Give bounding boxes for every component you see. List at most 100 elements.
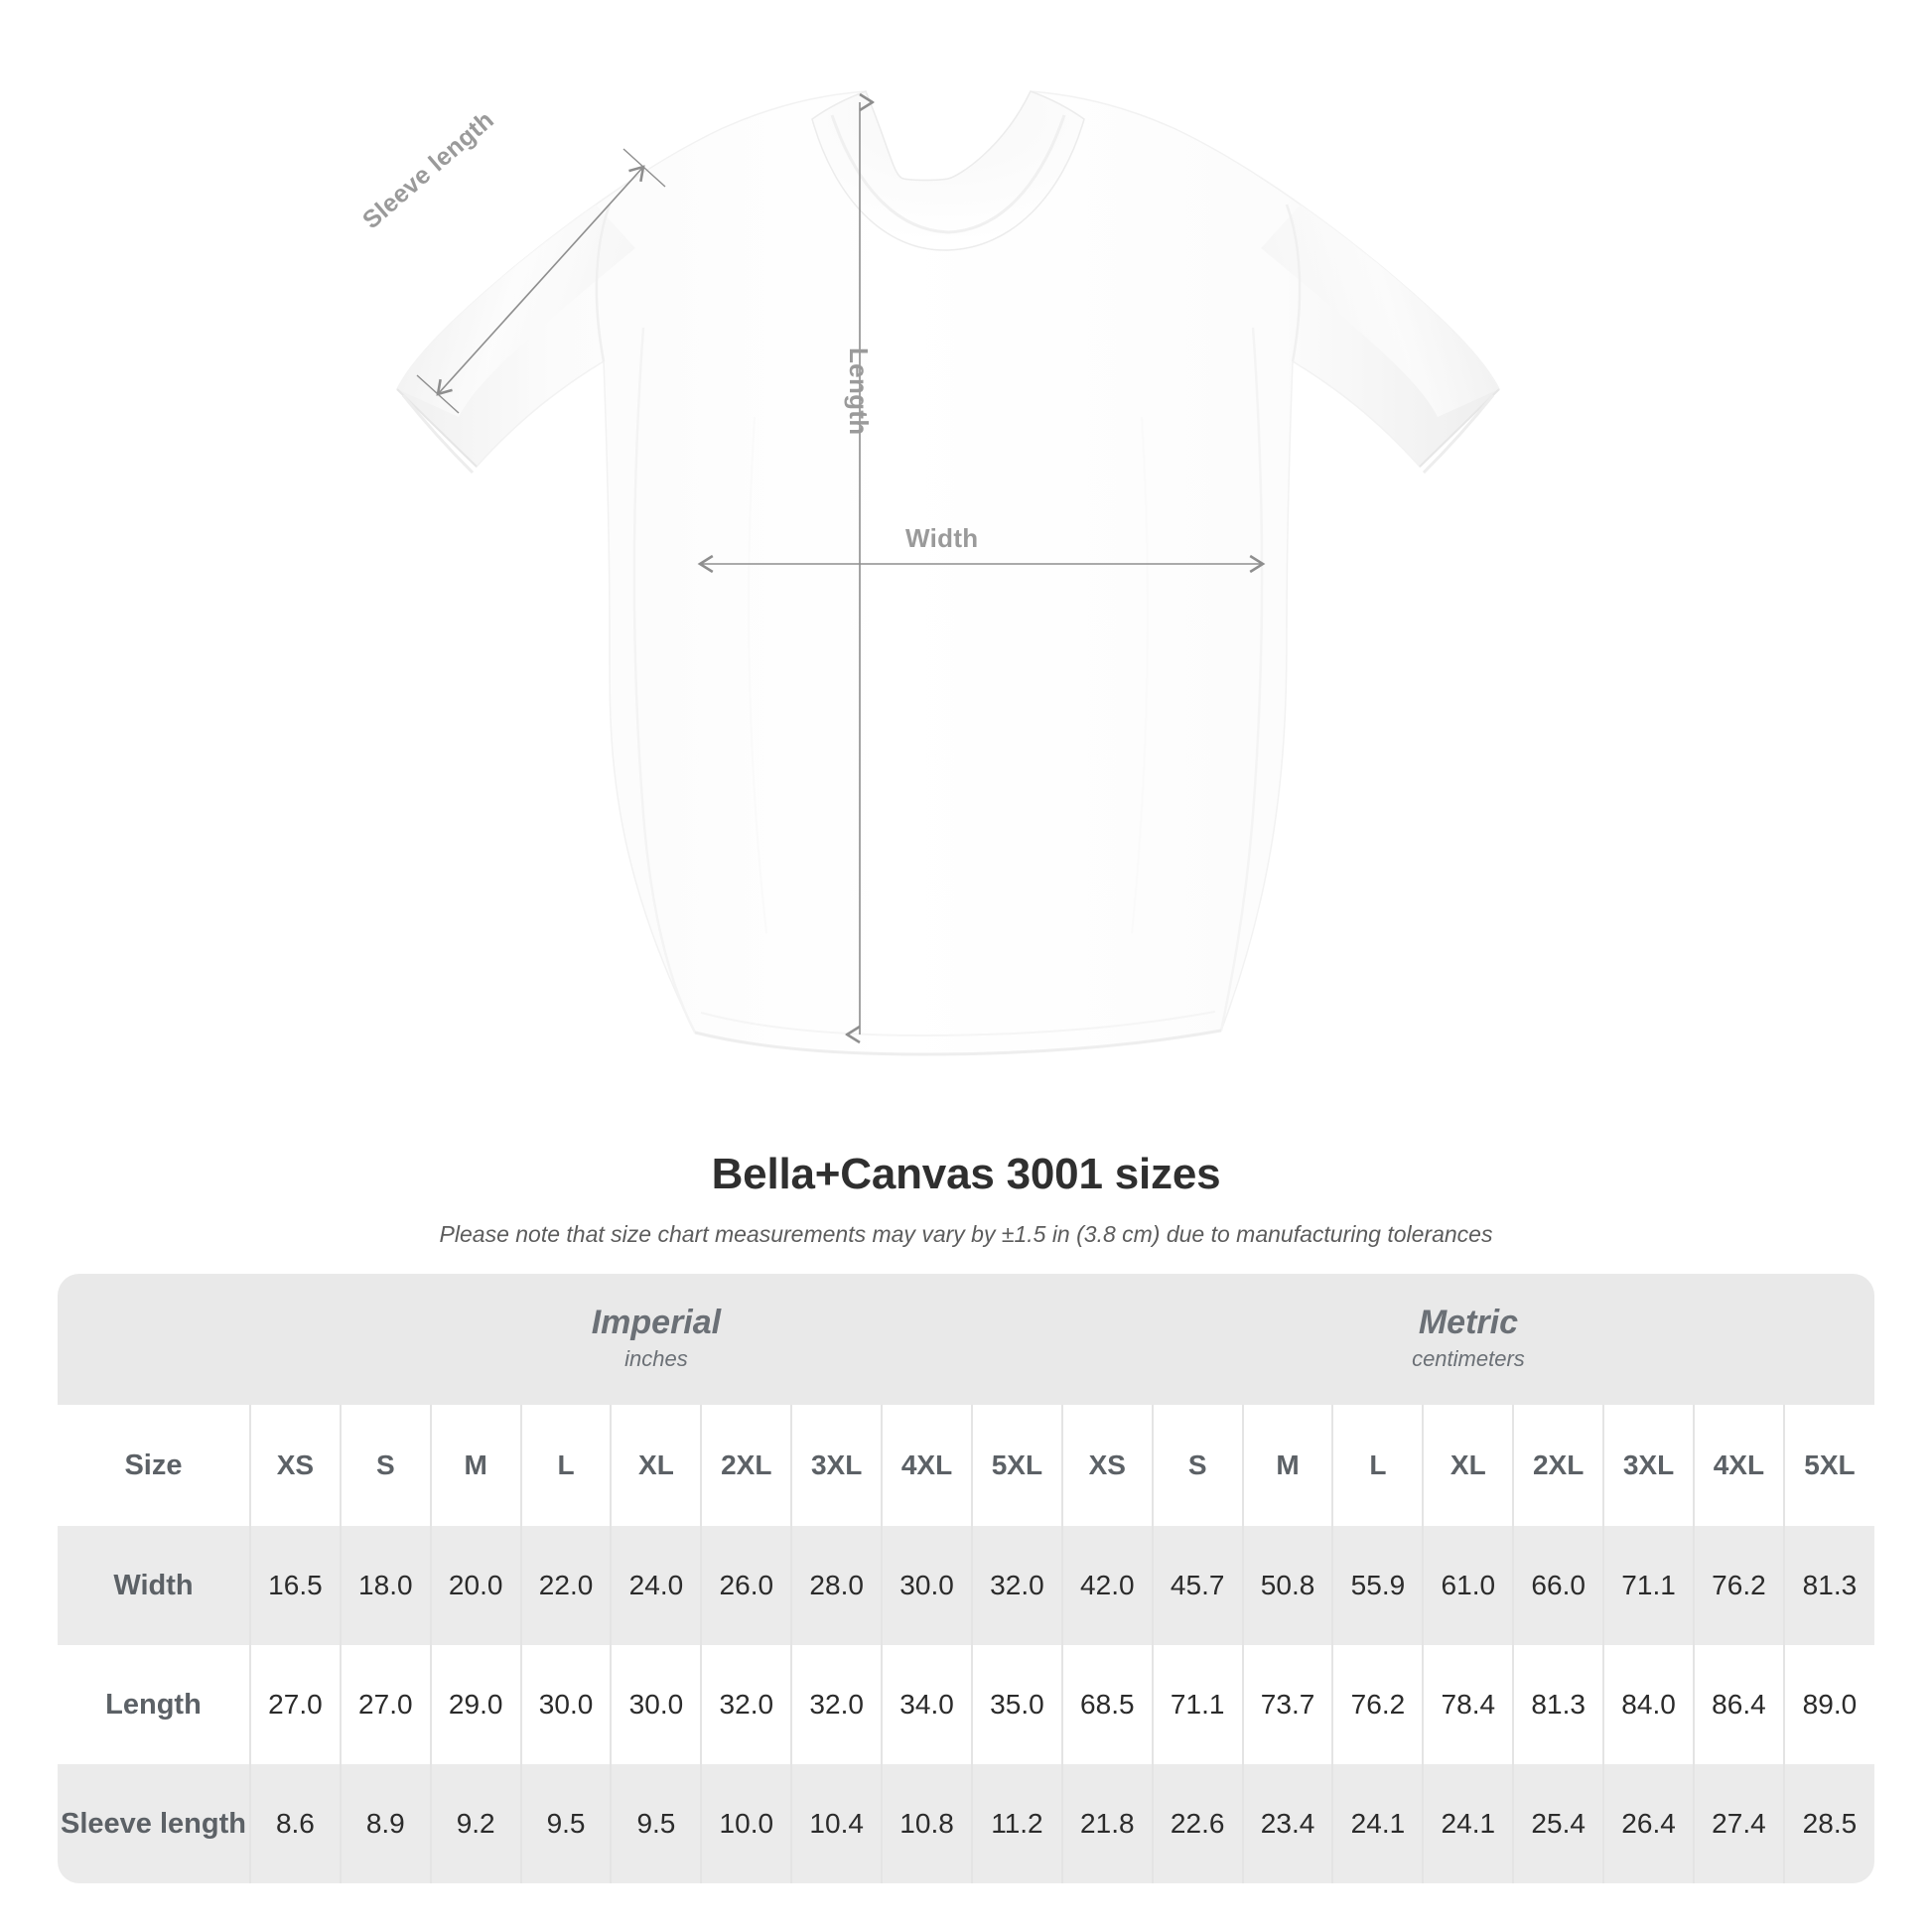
unit-banner-row: Imperial inches Metric centimeters xyxy=(58,1274,1874,1405)
caption-block: Bella+Canvas 3001 sizes Please note that… xyxy=(0,1122,1932,1248)
cell-sleeve-length-imperial-xs: 8.6 xyxy=(248,1764,341,1883)
unit-name: Metric xyxy=(1418,1303,1518,1341)
size-header-m: M xyxy=(1241,1405,1333,1526)
table-row: Sleeve length 8.6 8.9 9.2 9.5 9.5 10.0 10.4 10.8… xyxy=(58,1764,1874,1883)
cell-sleeve-length-metric-xs: 21.8 xyxy=(1060,1764,1153,1883)
tolerance-note: Please note that size chart measurements… xyxy=(439,1221,1493,1247)
size-header-m: M xyxy=(429,1405,521,1526)
cell-sleeve-length-imperial-s: 8.9 xyxy=(339,1764,431,1883)
cell-length-imperial-xl: 30.0 xyxy=(610,1645,702,1764)
cell-length-imperial-5xl: 35.0 xyxy=(970,1645,1062,1764)
cell-width-imperial-m: 20.0 xyxy=(429,1526,521,1645)
cell-width-imperial-3xl: 28.0 xyxy=(790,1526,883,1645)
tshirt-illustration: Sleeve length Length Width xyxy=(357,90,1500,1056)
cell-length-imperial-2xl: 32.0 xyxy=(700,1645,792,1764)
cell-width-metric-s: 45.7 xyxy=(1151,1526,1243,1645)
cell-sleeve-length-metric-3xl: 26.4 xyxy=(1602,1764,1694,1883)
cell-width-imperial-4xl: 30.0 xyxy=(881,1526,972,1645)
size-header-xl: XL xyxy=(1422,1405,1514,1526)
size-header-xl: XL xyxy=(610,1405,702,1526)
cell-sleeve-length-metric-m: 23.4 xyxy=(1241,1764,1333,1883)
cell-sleeve-length-metric-xl: 24.1 xyxy=(1422,1764,1514,1883)
page-title: Bella+Canvas 3001 sizes xyxy=(711,1150,1221,1198)
unit-sub: centimeters xyxy=(1412,1346,1525,1372)
cell-length-metric-2xl: 81.3 xyxy=(1512,1645,1604,1764)
cell-sleeve-length-imperial-3xl: 10.4 xyxy=(790,1764,883,1883)
cell-width-metric-xs: 42.0 xyxy=(1060,1526,1153,1645)
cell-width-metric-xl: 61.0 xyxy=(1422,1526,1514,1645)
cell-sleeve-length-metric-s: 22.6 xyxy=(1151,1764,1243,1883)
size-header-5xl: 5XL xyxy=(970,1405,1062,1526)
cell-width-imperial-xl: 24.0 xyxy=(610,1526,702,1645)
cell-width-metric-l: 55.9 xyxy=(1331,1526,1424,1645)
row-label-width: Width xyxy=(58,1526,250,1645)
size-header-5xl: 5XL xyxy=(1782,1405,1874,1526)
cell-width-imperial-s: 18.0 xyxy=(339,1526,431,1645)
size-header-row: Size XS S M L XL 2XL 3XL 4XL 5XL XS S M L XL 2XL 3XL 4XL 5… xyxy=(58,1405,1874,1526)
table-row: Width 16.5 18.0 20.0 22.0 24.0 26.0 28.0 30.0 32.… xyxy=(58,1526,1874,1645)
measurement-lines xyxy=(416,102,1266,1035)
cell-length-metric-xl: 78.4 xyxy=(1422,1645,1514,1764)
size-header-label: Size xyxy=(58,1405,250,1526)
cell-sleeve-length-imperial-5xl: 11.2 xyxy=(970,1764,1062,1883)
cell-width-metric-5xl: 81.3 xyxy=(1782,1526,1874,1645)
width-label: Width xyxy=(905,523,979,553)
size-header-2xl: 2XL xyxy=(700,1405,792,1526)
size-header-4xl: 4XL xyxy=(1692,1405,1784,1526)
size-header-l: L xyxy=(1331,1405,1424,1526)
size-chart-table: Imperial inches Metric centimeters Size XS S M L… xyxy=(58,1274,1874,1883)
size-header-s: S xyxy=(1151,1405,1243,1526)
cell-length-metric-3xl: 84.0 xyxy=(1602,1645,1694,1764)
cell-sleeve-length-metric-2xl: 25.4 xyxy=(1512,1764,1604,1883)
cell-width-imperial-l: 22.0 xyxy=(519,1526,612,1645)
length-label: Length xyxy=(844,347,874,436)
unit-group-metric: Metric centimeters xyxy=(1061,1274,1874,1405)
size-header-l: L xyxy=(519,1405,612,1526)
cell-width-imperial-5xl: 32.0 xyxy=(970,1526,1062,1645)
unit-name: Imperial xyxy=(591,1303,722,1341)
cell-sleeve-length-metric-5xl: 28.5 xyxy=(1782,1764,1874,1883)
cell-sleeve-length-imperial-l: 9.5 xyxy=(519,1764,612,1883)
cell-length-metric-l: 76.2 xyxy=(1331,1645,1424,1764)
cell-sleeve-length-metric-l: 24.1 xyxy=(1331,1764,1424,1883)
cell-length-metric-4xl: 86.4 xyxy=(1692,1645,1784,1764)
row-label-sleeve-length: Sleeve length xyxy=(58,1764,250,1883)
cell-length-imperial-s: 27.0 xyxy=(339,1645,431,1764)
cell-width-imperial-2xl: 26.0 xyxy=(700,1526,792,1645)
size-chart-table-wrapper: Imperial inches Metric centimeters Size XS S M L… xyxy=(58,1274,1874,1883)
tshirt-graphic xyxy=(396,90,1500,1056)
cell-width-metric-m: 50.8 xyxy=(1241,1526,1333,1645)
size-header-3xl: 3XL xyxy=(790,1405,883,1526)
cell-length-imperial-4xl: 34.0 xyxy=(881,1645,972,1764)
cell-length-metric-xs: 68.5 xyxy=(1060,1645,1153,1764)
cell-length-metric-s: 71.1 xyxy=(1151,1645,1243,1764)
size-header-xs: XS xyxy=(248,1405,341,1526)
table-row: Length 27.0 27.0 29.0 30.0 30.0 32.0 32.0 34.0 35… xyxy=(58,1645,1874,1764)
unit-sub: inches xyxy=(624,1346,688,1372)
cell-sleeve-length-imperial-2xl: 10.0 xyxy=(700,1764,792,1883)
cell-width-imperial-xs: 16.5 xyxy=(248,1526,341,1645)
cell-length-metric-m: 73.7 xyxy=(1241,1645,1333,1764)
cell-length-imperial-m: 29.0 xyxy=(429,1645,521,1764)
cell-width-metric-3xl: 71.1 xyxy=(1602,1526,1694,1645)
size-header-4xl: 4XL xyxy=(881,1405,972,1526)
cell-sleeve-length-imperial-4xl: 10.8 xyxy=(881,1764,972,1883)
size-header-xs: XS xyxy=(1060,1405,1153,1526)
cell-length-imperial-3xl: 32.0 xyxy=(790,1645,883,1764)
size-header-s: S xyxy=(339,1405,431,1526)
tshirt-body-shape xyxy=(396,90,1500,1056)
cell-length-imperial-l: 30.0 xyxy=(519,1645,612,1764)
unit-banner-spacer xyxy=(58,1274,250,1405)
size-header-3xl: 3XL xyxy=(1602,1405,1694,1526)
sleeve-length-arrow xyxy=(436,165,645,396)
size-header-2xl: 2XL xyxy=(1512,1405,1604,1526)
cell-sleeve-length-metric-4xl: 27.4 xyxy=(1692,1764,1784,1883)
cell-length-imperial-xs: 27.0 xyxy=(248,1645,341,1764)
cell-width-metric-2xl: 66.0 xyxy=(1512,1526,1604,1645)
cell-sleeve-length-imperial-m: 9.2 xyxy=(429,1764,521,1883)
cell-width-metric-4xl: 76.2 xyxy=(1692,1526,1784,1645)
cell-length-metric-5xl: 89.0 xyxy=(1782,1645,1874,1764)
cell-sleeve-length-imperial-xl: 9.5 xyxy=(610,1764,702,1883)
unit-group-imperial: Imperial inches xyxy=(249,1274,1062,1405)
row-label-length: Length xyxy=(58,1645,250,1764)
